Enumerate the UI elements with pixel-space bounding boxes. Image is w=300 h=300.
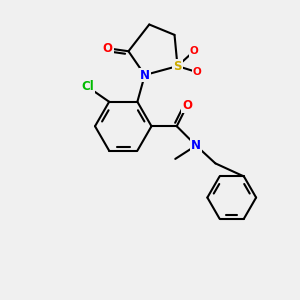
Text: N: N bbox=[191, 139, 201, 152]
Text: S: S bbox=[173, 60, 182, 73]
Text: O: O bbox=[190, 46, 198, 56]
Text: N: N bbox=[140, 68, 150, 82]
Text: Cl: Cl bbox=[81, 80, 94, 93]
Text: O: O bbox=[192, 67, 201, 77]
Text: O: O bbox=[182, 99, 192, 112]
Text: O: O bbox=[103, 42, 112, 55]
